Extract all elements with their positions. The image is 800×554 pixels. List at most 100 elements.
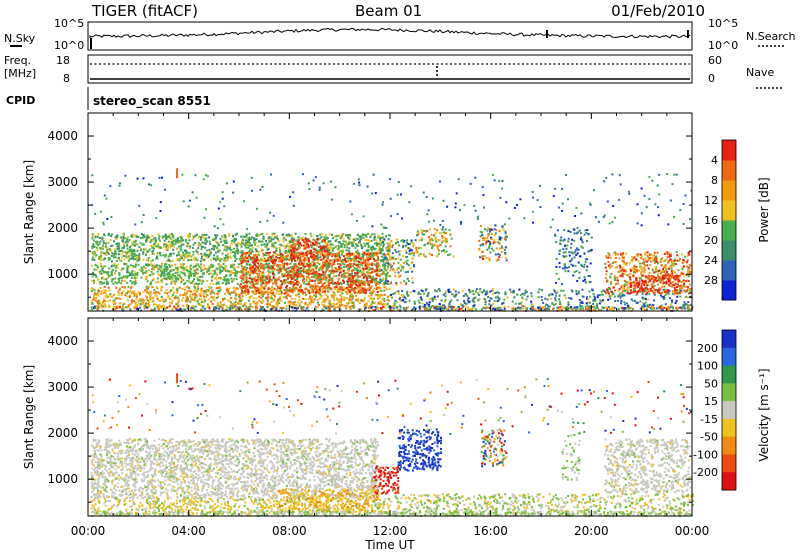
power-cell	[188, 286, 191, 289]
power-cell	[460, 303, 462, 306]
power-cell	[109, 249, 111, 252]
power-cell	[123, 302, 126, 305]
power-cell	[94, 274, 97, 277]
power-cell	[207, 289, 210, 292]
power-cell	[140, 266, 143, 269]
power-cell	[279, 297, 281, 300]
power-cell	[367, 232, 370, 235]
power-cell	[244, 239, 247, 242]
power-cell	[444, 245, 447, 248]
power-cell	[367, 280, 370, 283]
power-cell	[235, 278, 238, 281]
power-cell	[298, 267, 301, 270]
power-cell	[379, 270, 382, 273]
power-cell	[384, 282, 387, 285]
power-cell	[200, 238, 202, 241]
power-cell	[248, 281, 251, 283]
power-cell	[157, 291, 160, 294]
power-cell	[345, 260, 348, 263]
power-cell	[239, 255, 242, 258]
power-cell	[347, 243, 350, 246]
power-cell	[95, 240, 97, 243]
power-cell	[319, 266, 322, 269]
power-cell	[371, 277, 374, 280]
power-cell	[317, 258, 320, 261]
power-cell	[255, 304, 258, 307]
power-cell	[302, 252, 305, 255]
power-cell	[383, 258, 386, 261]
power-cell	[331, 233, 333, 236]
power-cell	[145, 298, 148, 301]
power-cell	[270, 257, 273, 260]
power-cell	[292, 289, 295, 292]
power-cell	[305, 264, 308, 267]
power-cell	[265, 276, 268, 279]
power-cell	[293, 287, 296, 290]
power-cell	[479, 244, 482, 247]
power-cell	[126, 239, 128, 242]
power-cell	[155, 257, 158, 260]
power-cell	[301, 293, 304, 296]
power-cell	[362, 253, 365, 256]
power-cell	[355, 284, 358, 287]
power-cell	[239, 276, 242, 279]
power-cell	[329, 287, 332, 290]
power-cell	[158, 239, 161, 242]
power-cell	[133, 249, 136, 252]
power-cell	[293, 249, 296, 252]
power-cell	[327, 236, 329, 239]
power-cell	[136, 273, 139, 276]
power-cell	[351, 274, 354, 277]
power-cell	[520, 301, 523, 304]
power-cell	[159, 299, 162, 302]
power-cell	[92, 243, 95, 246]
power-cell	[139, 249, 142, 252]
power-cell	[262, 268, 265, 271]
power-cell	[169, 277, 171, 280]
power-cell	[175, 280, 178, 283]
power-cell	[148, 291, 151, 294]
power-cell	[361, 262, 364, 265]
power-cell	[305, 240, 308, 243]
power-cell	[352, 269, 355, 272]
power-cell	[524, 291, 527, 294]
power-cell	[370, 294, 373, 297]
power-cell	[350, 258, 353, 261]
power-cell	[238, 258, 241, 260]
power-cell	[279, 264, 282, 267]
power-cell	[175, 276, 178, 279]
power-cell	[541, 299, 543, 302]
power-cell	[298, 244, 300, 247]
power-cell	[150, 262, 153, 265]
power-cell	[210, 296, 213, 299]
power-cell	[235, 298, 238, 301]
power-cell	[369, 275, 372, 278]
power-cell	[164, 298, 167, 301]
power-cell	[319, 233, 322, 236]
power-cell	[305, 283, 308, 285]
power-cell	[438, 249, 441, 252]
power-cell	[247, 243, 250, 245]
power-cell	[309, 270, 312, 273]
power-cell	[371, 289, 374, 292]
power-cell	[393, 292, 396, 295]
power-cell	[145, 240, 148, 243]
power-cell	[322, 261, 325, 264]
power-cell	[411, 257, 414, 260]
power-cell	[386, 271, 389, 274]
power-cell	[233, 254, 236, 257]
power-cell	[95, 294, 98, 297]
power-cell	[324, 236, 327, 239]
power-cell	[266, 293, 269, 296]
power-cell	[391, 252, 394, 255]
power-cell	[359, 263, 362, 266]
power-cell	[278, 257, 281, 260]
power-cell	[107, 253, 110, 255]
power-cell	[272, 244, 274, 247]
power-cell	[249, 269, 252, 272]
power-cell	[287, 267, 290, 270]
power-cell	[415, 251, 418, 254]
power-cell	[283, 289, 286, 291]
power-cell	[196, 291, 198, 294]
